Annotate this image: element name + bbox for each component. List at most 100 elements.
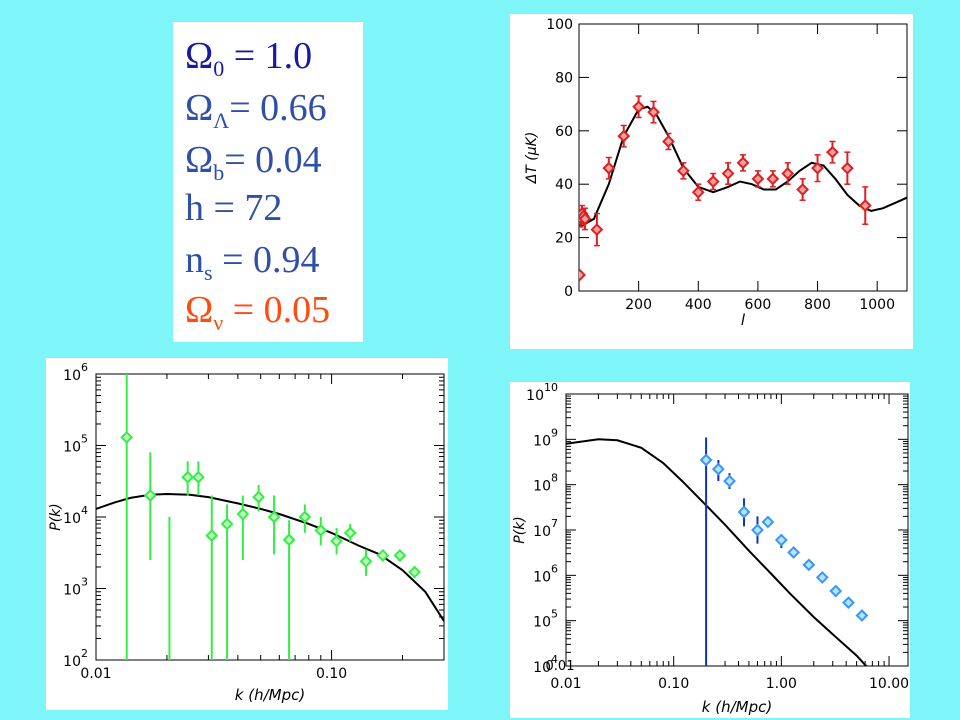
data-point [181,470,195,484]
data-point [736,156,750,170]
data-point [282,533,296,547]
plot-area [566,437,869,666]
data-point [761,515,775,529]
data-point [359,554,373,568]
data-point [330,534,343,548]
param-omega0: Ω0 = 1.0 [185,35,313,81]
param-h: h = 72 [185,187,283,229]
plot-frame [578,23,908,292]
cmb-power-spectrum-chart: 200 400 600 800 1000 0 20 40 60 80 100 l ΔT (μK) [524,17,908,329]
data-point [579,212,592,226]
data-point [267,510,281,524]
data-point [858,199,872,212]
y-tick-label: 80 [555,70,573,86]
theory-curve [96,492,444,622]
y-tick-label: 105 [533,608,558,631]
x-tick-label: 600 [745,297,772,313]
y-tick-label: 104 [63,504,88,527]
data-point [632,100,646,114]
x-axis-label: k (h/Mpc) [702,698,772,716]
data-point [691,185,705,199]
data-point [706,175,720,188]
y-tick-label: 60 [555,124,573,140]
data-point [802,558,816,572]
y-tick-label: 20 [555,231,573,247]
data-point [699,453,713,467]
data-point [143,489,157,502]
y-axis-label: P(k) [48,503,64,530]
data-point [796,183,810,196]
data-point [393,549,407,562]
data-point [602,161,616,175]
data-point [721,167,735,180]
x-tick-label: 1000 [859,297,895,313]
cmb-panel: 200 400 600 800 1000 0 20 40 60 80 100 l ΔT (μK) [510,14,913,349]
data-point [787,546,801,559]
data-point [751,523,764,537]
x-tick-label: 0.01 [550,676,581,692]
galaxy-power-spectrum-chart: 0.01 0.10 102 103 104 105 106 k (h/Mpc) P(k) [48,361,445,704]
data-point [579,268,587,282]
data-point [408,565,421,579]
data-point [840,161,854,175]
param-ns: ns = 0.94 [185,239,320,285]
y-tick-label: 0 [564,284,573,300]
lyman-alpha-power-spectrum-chart: 0.01 0.10 1.00 10.00 104 105 106 107 108 109 1010 k… [512,382,909,716]
y-axis-label: P(k) [512,516,528,543]
x-tick-label: 10.00 [869,676,909,692]
x-tick-label: 1.00 [766,676,797,692]
y-axis-label: ΔT (μK) [524,132,540,185]
data-point [766,172,780,186]
data-point [723,474,736,488]
data-point [376,549,390,562]
data-point [826,145,839,159]
x-tick-label: 200 [625,297,652,313]
x-tick-label: 800 [804,297,831,313]
param-omega-nu: Ων = 0.05 [185,289,331,335]
data-point [662,135,675,148]
data-point [781,167,795,180]
y-tick-label: 40 [555,177,573,193]
theory-curve [566,438,868,666]
data-point [774,533,788,547]
data-point [815,570,829,584]
y-tick-label: 104 [533,653,558,676]
data-point [314,523,328,537]
y-tick-label: 109 [533,426,558,449]
data-point [590,223,604,237]
y-tick-label: 106 [533,562,558,585]
lya-pk-panel: 0.01 0.10 1.00 10.00 104 105 106 107 108 109 1010 k… [510,382,910,718]
data-point [343,526,357,540]
y-tick-label: 100 [546,17,573,33]
plot-frame [565,393,909,667]
x-tick-label: 0.10 [316,666,347,682]
data-point [751,172,765,186]
data-point [811,161,824,175]
y-tick-label: 106 [63,361,88,384]
data-point [252,490,266,504]
x-tick-label: 400 [685,297,712,313]
data-point [711,462,725,476]
x-axis-label: l [741,311,746,329]
data-point [647,105,660,119]
y-tick-label: 103 [63,576,88,599]
y-tick-label: 102 [63,647,88,670]
param-omega-b: Ωb= 0.04 [185,139,322,185]
data-point [842,596,855,610]
data-point [236,507,250,521]
y-tick-label: 107 [533,517,558,540]
data-point [205,529,219,542]
data-point [855,609,869,622]
overlay-tick-label: 0.01 [546,659,575,674]
parameters-box: Ω0 = 1.0 ΩΛ= 0.66 Ωb= 0.04 h = 72 ns = 0… [173,22,363,342]
data-point [829,584,843,598]
x-axis-label: k (h/Mpc) [235,686,305,704]
x-tick-label: 0.10 [658,676,689,692]
y-tick-label: 105 [63,433,88,456]
data-point [191,470,205,484]
galaxy-pk-panel: 0.01 0.10 102 103 104 105 106 k (h/Mpc) P(k) [46,358,448,710]
data-point [737,505,751,519]
data-point [120,430,134,444]
y-tick-label: 1010 [526,382,558,404]
plot-area [579,95,907,282]
